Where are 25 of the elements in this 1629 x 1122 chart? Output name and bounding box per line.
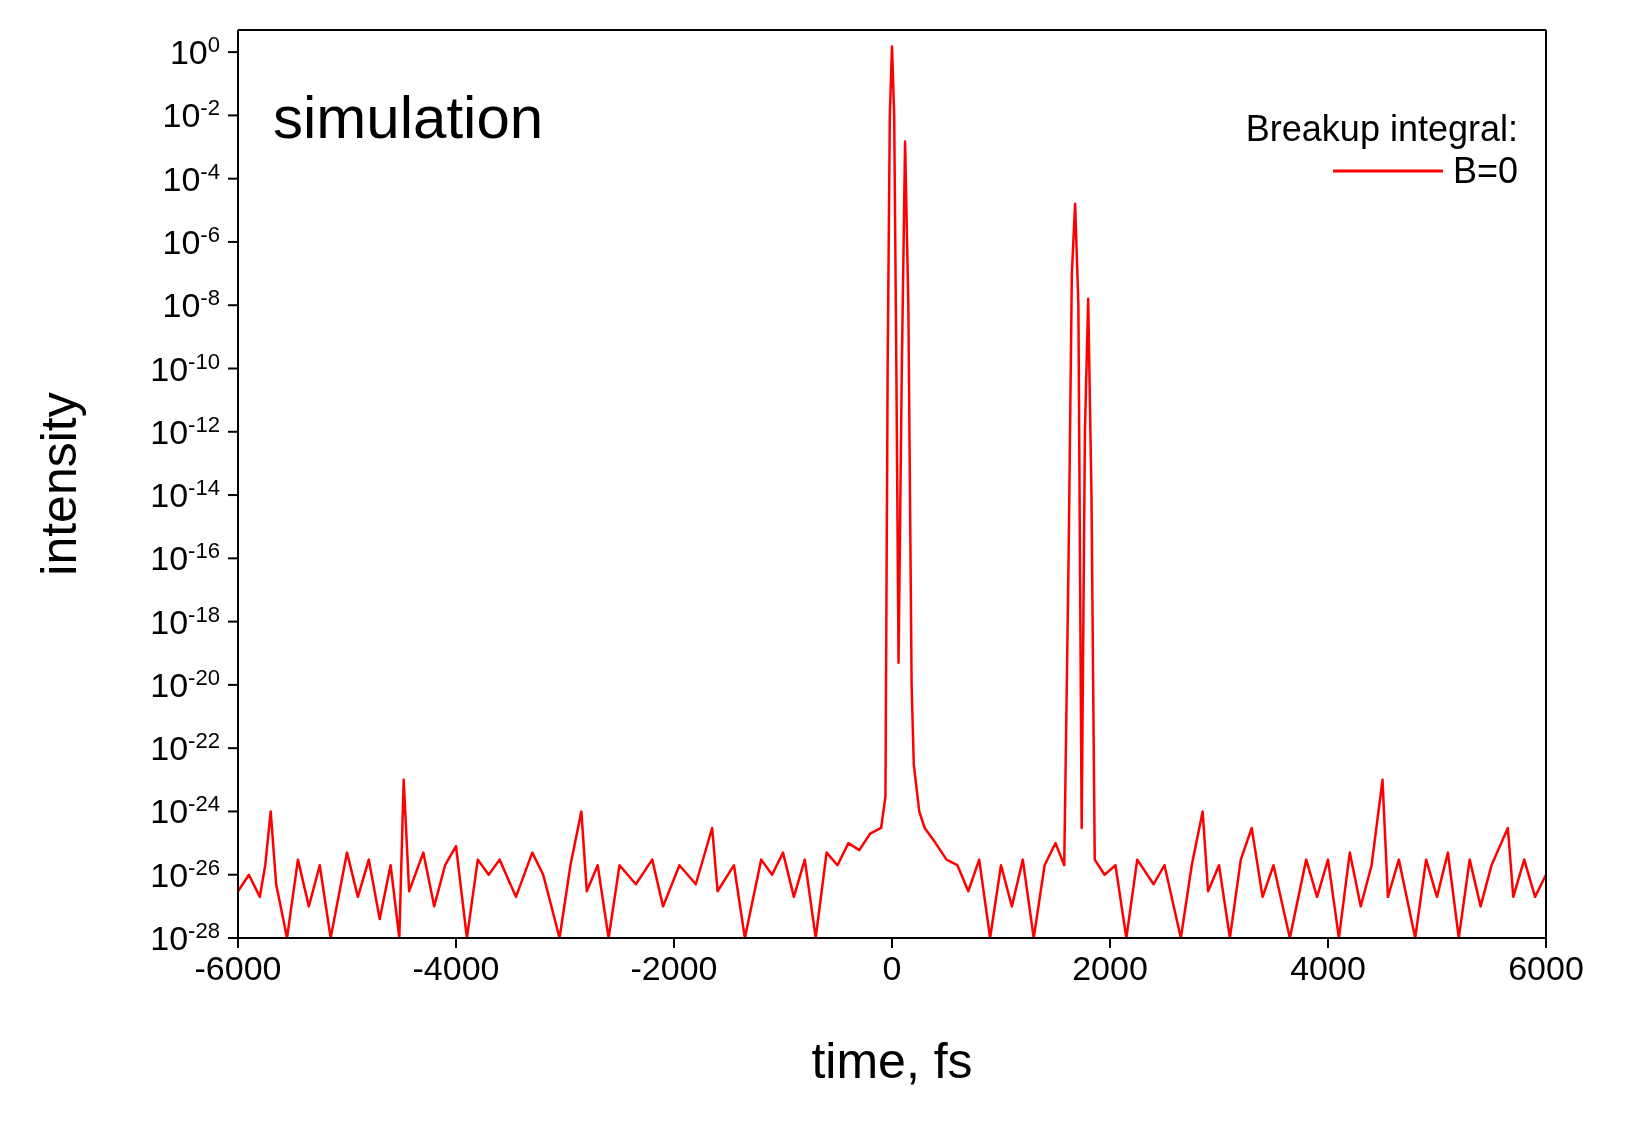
x-tick-label: 6000 <box>1508 949 1584 988</box>
y-tick-label: 10$^{-8}$ <box>162 284 220 325</box>
y-tick-label: 10$^{-4}$ <box>162 158 220 198</box>
y-tick-label: 10$^{-2}$ <box>162 94 220 135</box>
y-tick-label: 10$^{-16}$ <box>150 537 220 578</box>
x-tick-label: 2000 <box>1072 949 1148 988</box>
x-tick-label: -4000 <box>412 949 500 988</box>
y-tick-label: 10$^{-12}$ <box>150 411 220 451</box>
legend-label: B=0 <box>1452 150 1518 192</box>
x-axis-title: time, fs <box>811 1033 973 1089</box>
y-tick-label: 10$^{-26}$ <box>150 854 220 894</box>
x-tick-label: 4000 <box>1290 949 1366 988</box>
x-tick-label: 0 <box>882 949 902 988</box>
y-tick-label: 10$^{-10}$ <box>150 348 220 388</box>
legend-title: Breakup integral: <box>1245 108 1518 150</box>
y-tick-label: 10$^{-24}$ <box>150 790 220 831</box>
y-tick-label: 10$^{0}$ <box>169 31 220 72</box>
y-tick-label: 10$^{-6}$ <box>162 221 220 261</box>
y-tick-label: 10$^{-18}$ <box>150 601 220 641</box>
y-axis-title: intensity <box>30 392 87 576</box>
x-tick-label: -2000 <box>630 949 718 988</box>
annotation: simulation <box>273 83 544 152</box>
y-tick-label: 10$^{-20}$ <box>150 664 220 704</box>
y-tick-label: 10$^{-22}$ <box>150 727 220 768</box>
y-tick-label: 10$^{-14}$ <box>150 474 220 515</box>
